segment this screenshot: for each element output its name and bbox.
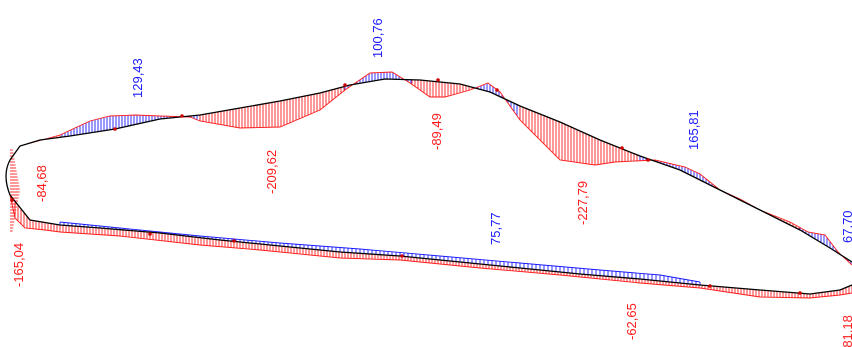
diagram-envelope bbox=[59, 221, 701, 283]
outline-top-edge bbox=[5, 78, 852, 263]
diagram-envelope bbox=[9, 194, 852, 299]
label-neg-227-79: -227,79 bbox=[575, 181, 590, 225]
node-marker bbox=[10, 198, 14, 202]
node-marker bbox=[708, 284, 712, 288]
node-marker bbox=[495, 88, 499, 92]
node-marker bbox=[148, 232, 152, 236]
node-marker bbox=[343, 83, 347, 87]
node-marker bbox=[113, 127, 117, 131]
node-marker bbox=[436, 78, 440, 82]
node-markers bbox=[10, 78, 802, 295]
diagram-envelope bbox=[9, 71, 852, 266]
label-neg-81-18: -81,18 bbox=[840, 315, 852, 347]
label-100-76: 100,76 bbox=[370, 18, 385, 58]
label-neg-165-04: -165,04 bbox=[11, 243, 26, 287]
node-marker bbox=[180, 114, 184, 118]
label-neg-62-65: -62,65 bbox=[624, 303, 639, 340]
outline-bottom-edge bbox=[9, 194, 852, 295]
node-marker bbox=[232, 239, 236, 243]
node-marker bbox=[646, 158, 650, 162]
label-129-43: 129,43 bbox=[130, 58, 145, 98]
label-67-70: 67,70 bbox=[840, 210, 852, 243]
label-165-81: 165,81 bbox=[686, 110, 701, 150]
label-neg-84-68: -84,68 bbox=[34, 165, 49, 202]
node-marker bbox=[798, 291, 802, 295]
label-neg-89-49: -89,49 bbox=[429, 113, 444, 150]
hatch-layer bbox=[9, 71, 852, 299]
node-marker bbox=[400, 254, 404, 258]
label-75-77: 75,77 bbox=[488, 212, 503, 245]
node-marker bbox=[620, 146, 624, 150]
label-neg-209-62: -209,62 bbox=[264, 150, 279, 194]
